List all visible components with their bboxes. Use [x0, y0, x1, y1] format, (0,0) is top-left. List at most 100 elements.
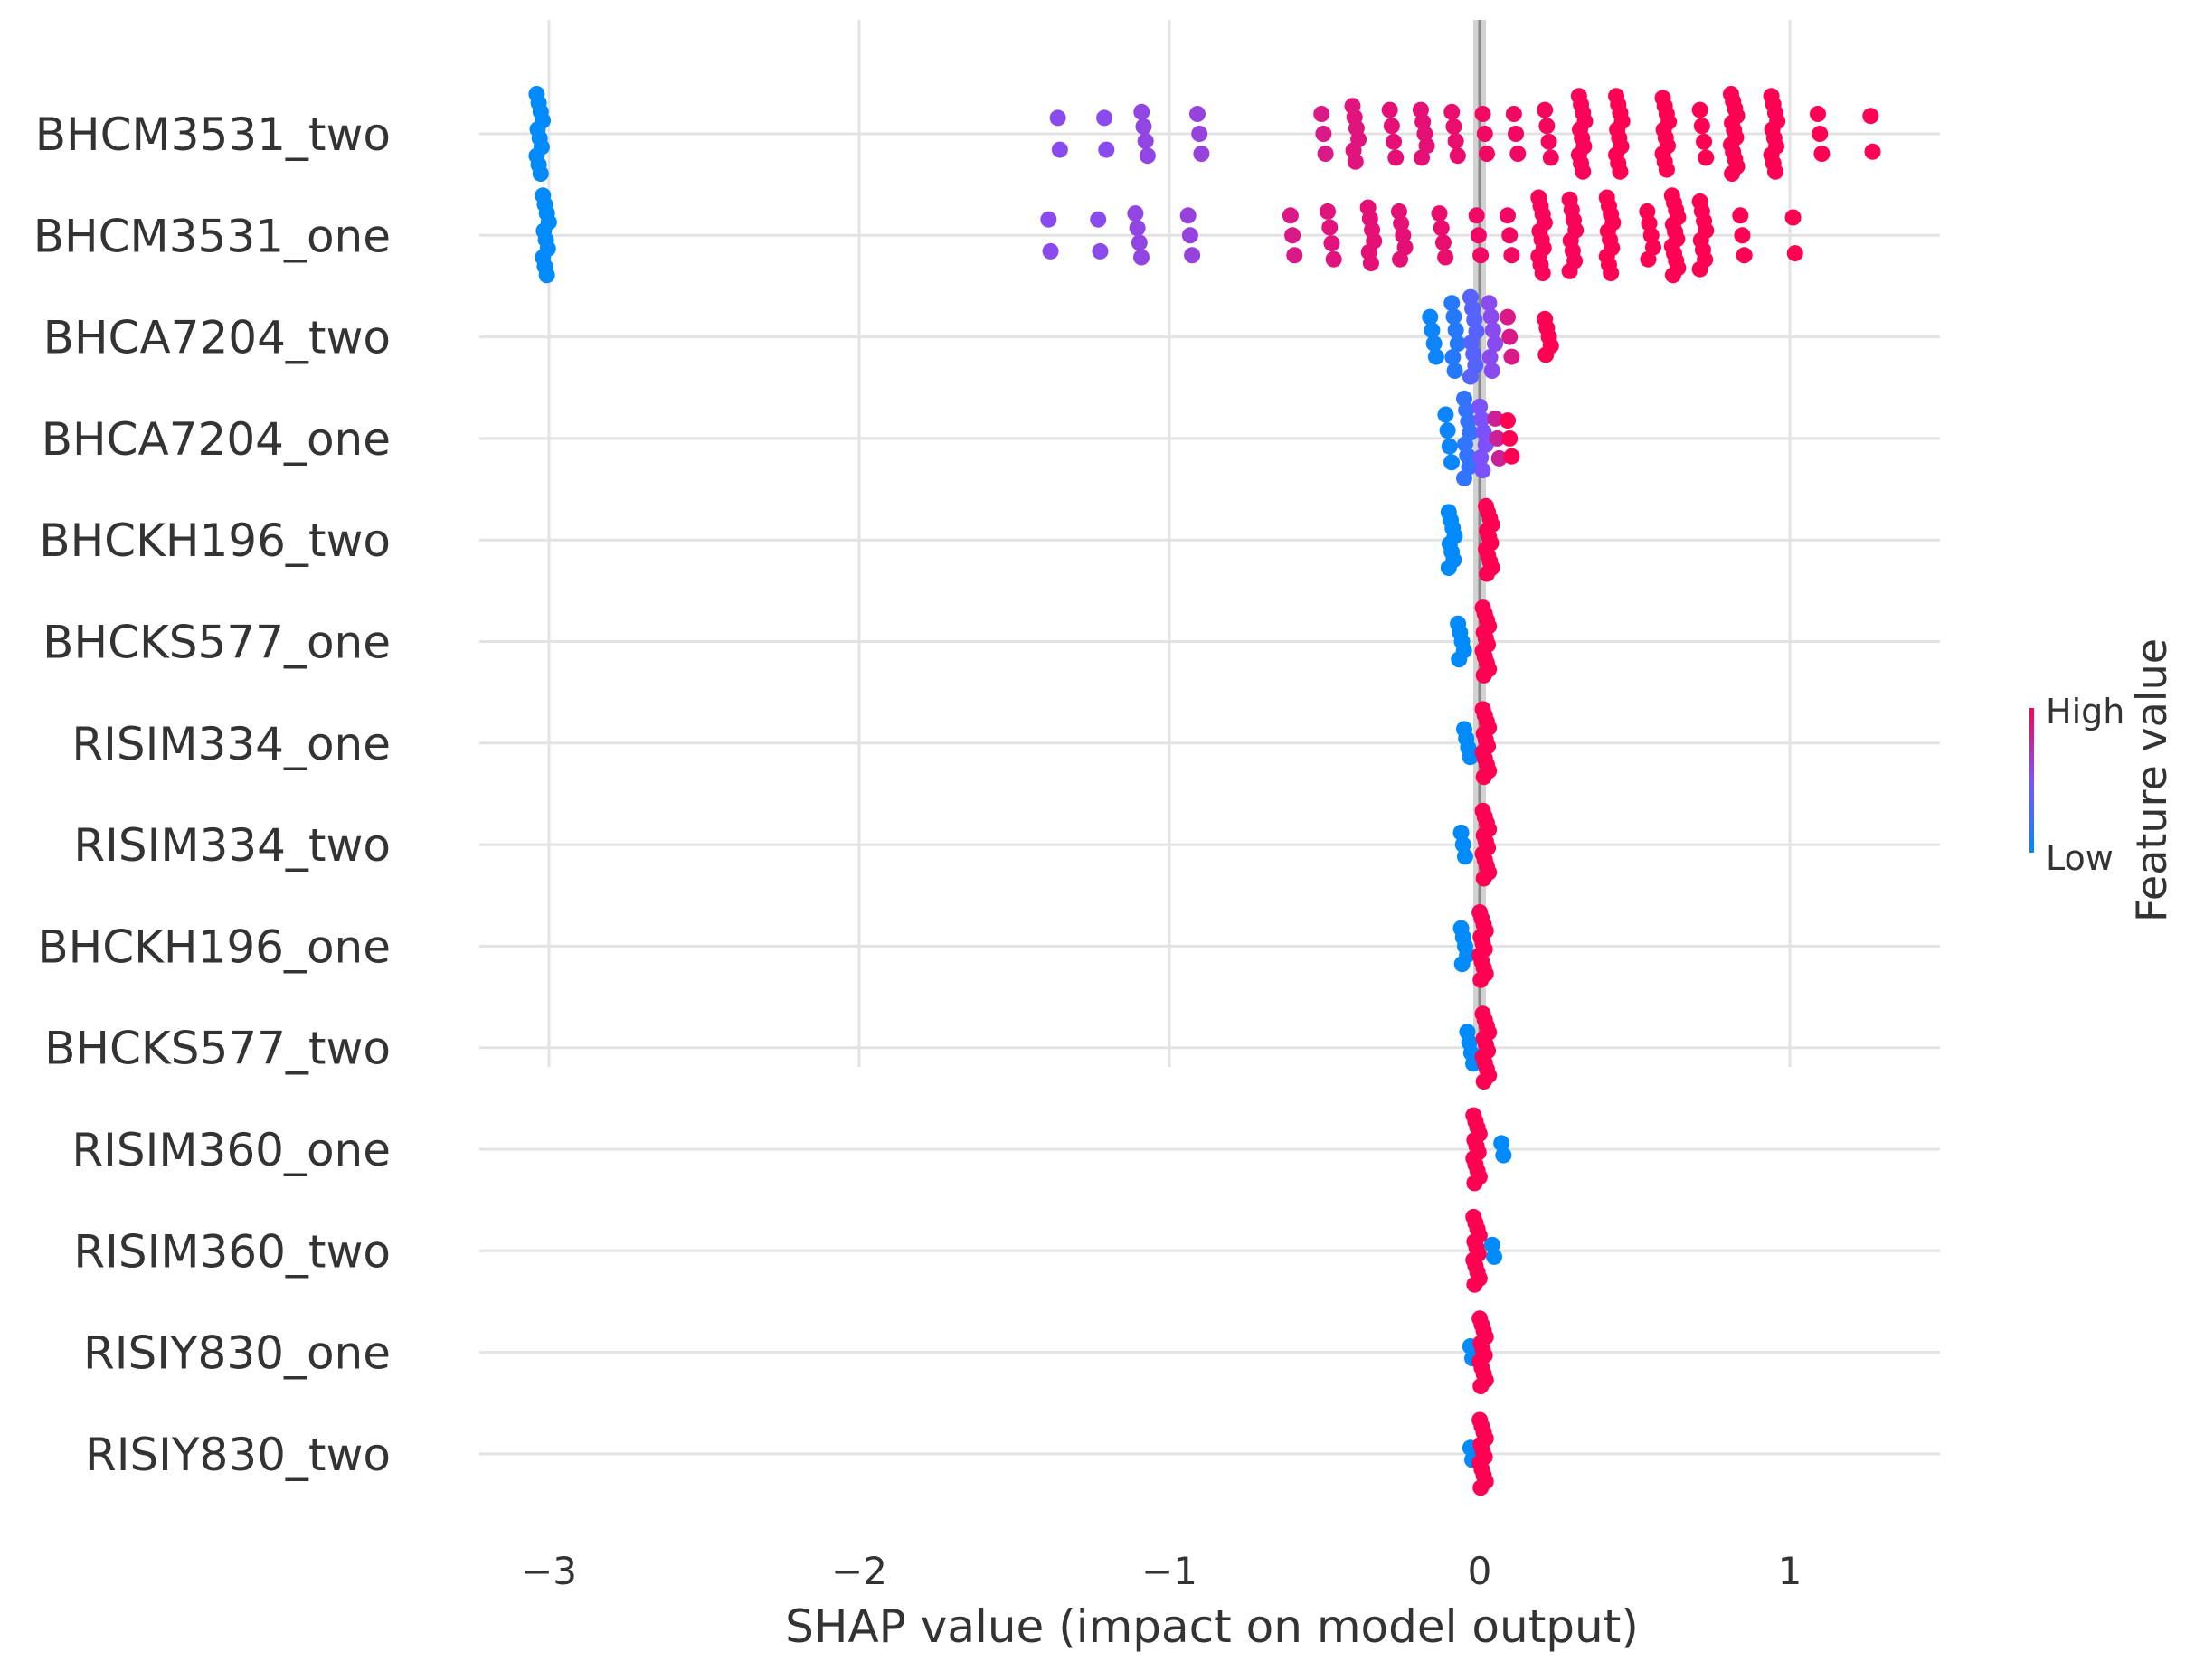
shap-point [1092, 242, 1109, 260]
shap-point [1456, 848, 1473, 865]
shap-point [1509, 146, 1527, 162]
shap-point [1475, 769, 1492, 786]
shap-point [1468, 207, 1485, 224]
shap-point [1501, 227, 1519, 244]
shap-point [1490, 449, 1508, 467]
shap-point [1451, 651, 1468, 668]
shap-point [1503, 448, 1520, 465]
shap-point [1640, 250, 1657, 268]
shap-point [1139, 147, 1156, 165]
colorbar-title: Feature value [2127, 638, 2176, 922]
shap-point [1475, 870, 1492, 887]
shap-point [1441, 438, 1458, 455]
shap-point [1129, 220, 1146, 237]
feature-label: RISIY830_two [85, 1429, 391, 1481]
x-tick-label: −2 [831, 1549, 887, 1593]
shap-point [1317, 146, 1334, 162]
shap-point [1445, 308, 1462, 326]
shap-point [1481, 349, 1499, 366]
shap-point [1542, 149, 1559, 166]
shap-point [1444, 349, 1462, 366]
shap-point [1447, 133, 1464, 150]
shap-point [1484, 322, 1501, 339]
shap-point [1495, 1147, 1512, 1164]
shap-point [1462, 749, 1479, 766]
shap-point [1137, 133, 1154, 150]
shap-point [1443, 295, 1461, 312]
shap-point [1475, 423, 1492, 440]
shap-point [1472, 449, 1490, 467]
shap-point [1181, 227, 1198, 244]
shap-point [1698, 149, 1715, 166]
shap-point [1483, 363, 1500, 379]
shap-point [1561, 262, 1578, 279]
shap-point [1810, 106, 1826, 122]
shap-point [1501, 328, 1519, 345]
shap-point [1383, 118, 1400, 135]
shap-point [1482, 308, 1500, 326]
feature-label: BHCKH196_two [39, 514, 391, 567]
shap-point [1320, 203, 1337, 220]
shap-point [532, 165, 549, 182]
shap-point [1487, 335, 1504, 353]
shap-point [1503, 247, 1520, 264]
shap-point [1424, 322, 1441, 339]
shap-point [1540, 133, 1557, 150]
feature-label: BHCM3531_one [33, 210, 391, 262]
shap-point [1427, 348, 1444, 365]
shap-point [1392, 250, 1409, 268]
shap-point [1386, 133, 1403, 150]
feature-label: BHCM3531_two [35, 109, 391, 161]
shap-point [1472, 971, 1490, 988]
shap-point [1658, 161, 1675, 178]
colorbar-low-label: Low [2046, 838, 2114, 878]
shap-point [1437, 406, 1454, 423]
shap-point [1466, 1175, 1483, 1192]
shap-point [1612, 163, 1629, 180]
shap-point [1505, 106, 1522, 122]
shap-point [1501, 429, 1519, 447]
shap-point [1431, 205, 1448, 222]
shap-point [1487, 410, 1504, 427]
shap-point [1784, 209, 1802, 226]
shap-point [1179, 207, 1197, 224]
shap-point [1537, 346, 1555, 363]
shap-point [1734, 227, 1751, 244]
shap-point [1664, 267, 1681, 284]
shap-point [1133, 103, 1150, 120]
shap-point [1096, 109, 1113, 127]
shap-point [1696, 133, 1713, 150]
shap-point [1472, 1479, 1490, 1496]
shap-point [1603, 265, 1620, 282]
shap-point [1475, 1073, 1492, 1090]
shap-point [1473, 411, 1490, 428]
shap-point [1481, 295, 1498, 312]
feature-label: RISIM360_one [71, 1124, 391, 1176]
shap-point [1500, 412, 1516, 429]
shap-point [1472, 1378, 1490, 1394]
shap-point [1282, 207, 1299, 224]
shap-point [1691, 260, 1708, 278]
shap-point [1537, 101, 1554, 118]
x-axis-ticks: −3 −2 −1 0 1 [521, 1549, 1802, 1593]
shap-point [1472, 247, 1490, 264]
feature-label: BHCKS577_two [44, 1023, 391, 1075]
shap-point [1724, 165, 1741, 182]
shap-point [1786, 245, 1803, 262]
shap-point [1766, 163, 1783, 180]
shap-point [1538, 118, 1556, 135]
shap-point [1347, 153, 1364, 170]
shap-point [1414, 149, 1431, 166]
shap-point [1362, 255, 1379, 272]
shap-point [1191, 126, 1208, 142]
shap-point [1321, 219, 1339, 236]
feature-label: RISIY830_one [83, 1327, 391, 1380]
x-axis-label: SHAP value (impact on model output) [785, 1600, 1639, 1653]
feature-label: BHCKH196_one [37, 920, 391, 973]
shap-point [1189, 106, 1206, 122]
shap-point [1486, 1248, 1503, 1265]
feature-label: RISIM334_two [73, 819, 391, 872]
points-layer [528, 86, 1881, 1496]
shap-point [1313, 106, 1330, 122]
